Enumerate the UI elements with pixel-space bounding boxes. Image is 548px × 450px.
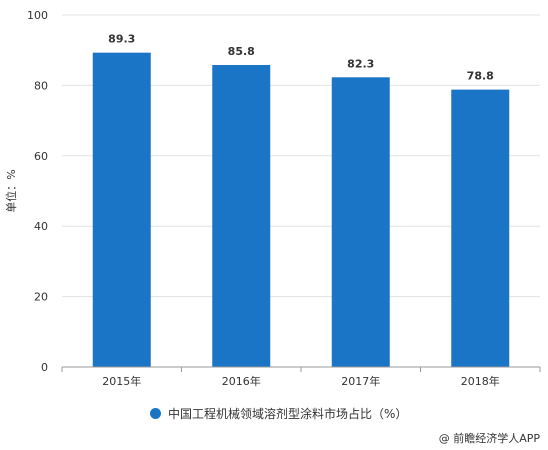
- legend: 中国工程机械领域溶剂型涂料市场占比（%）: [150, 405, 407, 422]
- data-label: 82.3: [347, 57, 374, 70]
- x-tick-label: 2015年: [102, 374, 141, 388]
- x-axis-ticks: 2015年 2016年 2017年 2018年: [61, 367, 541, 388]
- y-tick-label: 80: [34, 79, 48, 92]
- bar: [92, 52, 151, 367]
- data-label: 89.3: [108, 33, 135, 46]
- y-tick-label: 20: [34, 291, 48, 304]
- data-labels: 89.3 85.8 82.3 78.8: [108, 33, 494, 83]
- x-tick-label: 2016年: [222, 374, 261, 388]
- y-tick-label: 0: [41, 361, 48, 374]
- x-tick-label: 2017年: [341, 374, 380, 388]
- bar: [451, 89, 510, 368]
- legend-marker: [150, 408, 161, 419]
- y-axis-ticks: 0 20 40 60 80 100: [27, 9, 48, 374]
- data-label: 85.8: [228, 45, 255, 58]
- x-tick-label: 2018年: [461, 374, 500, 388]
- y-tick-label: 60: [34, 150, 48, 163]
- y-axis-label: 单位：%: [4, 169, 18, 212]
- source-credit: @ 前瞻经济学人APP: [438, 432, 540, 445]
- bar: [331, 77, 390, 367]
- y-tick-label: 100: [27, 9, 48, 22]
- bar: [212, 64, 271, 367]
- bars: [92, 52, 510, 368]
- y-tick-label: 40: [34, 220, 48, 233]
- data-label: 78.8: [467, 70, 494, 83]
- legend-label: 中国工程机械领域溶剂型涂料市场占比（%）: [168, 407, 408, 421]
